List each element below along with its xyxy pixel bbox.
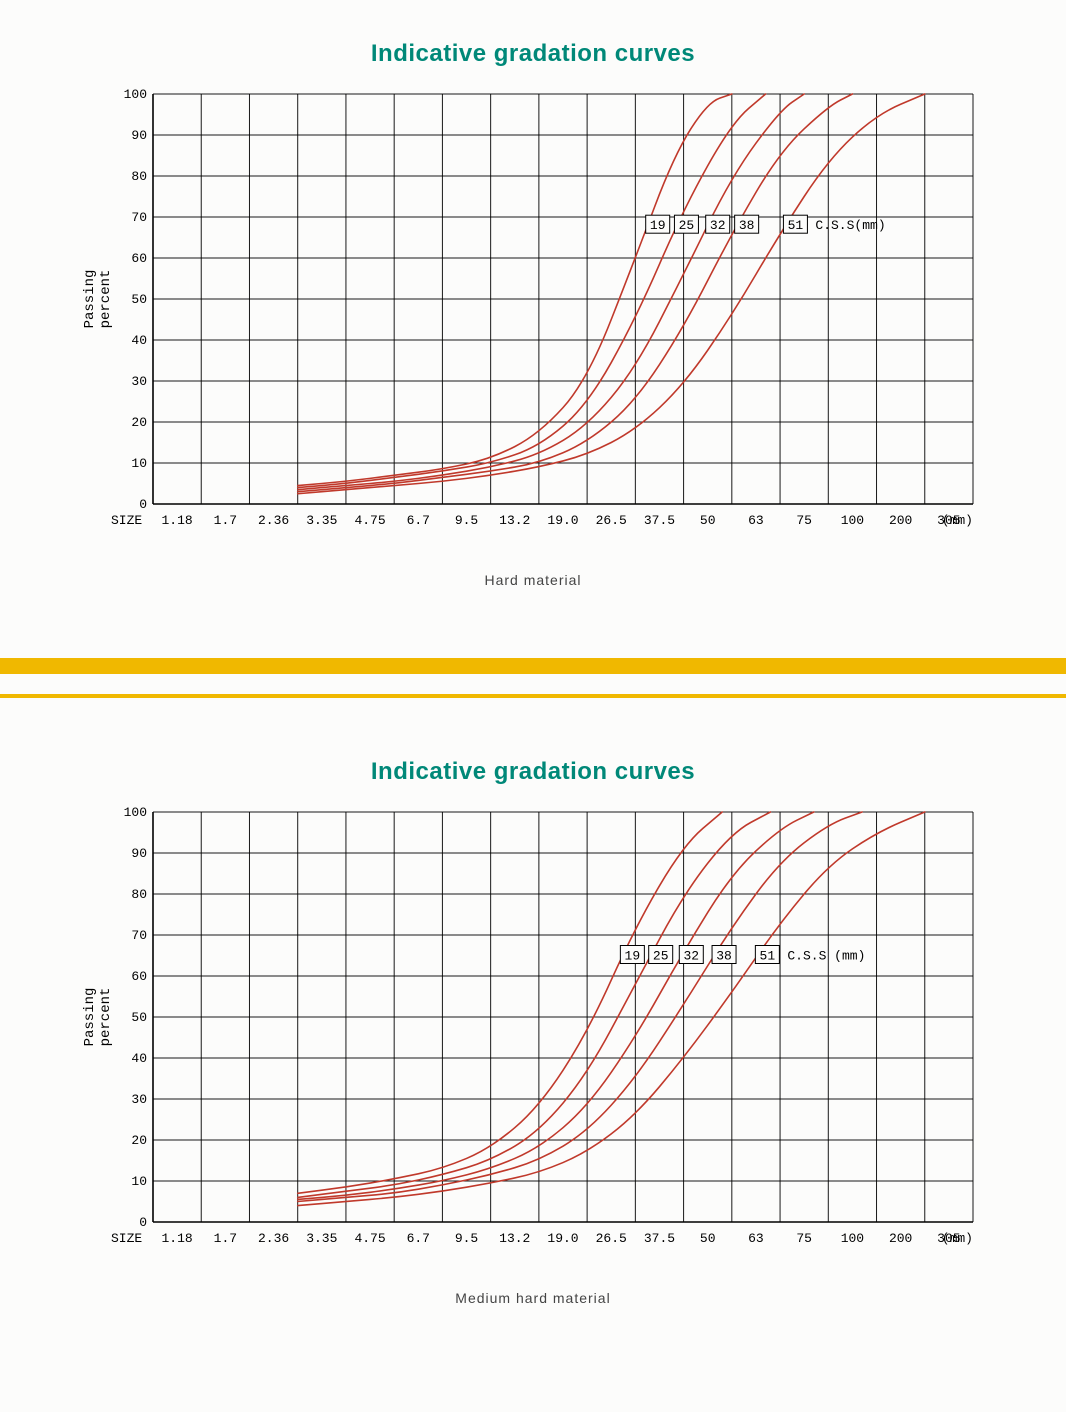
svg-text:3.35: 3.35 — [306, 513, 337, 528]
svg-text:30: 30 — [131, 374, 147, 389]
svg-text:0: 0 — [139, 497, 147, 512]
svg-text:100: 100 — [124, 805, 147, 820]
svg-text:C.S.S(mm): C.S.S(mm) — [815, 218, 885, 233]
svg-text:32: 32 — [710, 218, 726, 233]
svg-text:51: 51 — [760, 949, 776, 964]
svg-text:63: 63 — [748, 513, 764, 528]
svg-text:6.7: 6.7 — [407, 513, 430, 528]
svg-text:100: 100 — [124, 87, 147, 102]
svg-text:26.5: 26.5 — [596, 513, 627, 528]
svg-text:50: 50 — [131, 1010, 147, 1025]
svg-text:SIZE: SIZE — [111, 1231, 142, 1246]
section-divider — [0, 658, 1066, 698]
chart-medium-hard-material: Indicative gradation curves 0 10 20 30 40 50 6… — [0, 738, 1066, 1306]
svg-text:50: 50 — [700, 1231, 716, 1246]
svg-text:40: 40 — [131, 333, 147, 348]
svg-text:38: 38 — [716, 949, 732, 964]
svg-text:percent: percent — [98, 270, 114, 329]
svg-text:Passing: Passing — [82, 270, 98, 329]
svg-text:19.0: 19.0 — [547, 513, 578, 528]
svg-text:9.5: 9.5 — [455, 1231, 478, 1246]
svg-text:60: 60 — [131, 251, 147, 266]
svg-text:19.0: 19.0 — [547, 1231, 578, 1246]
svg-text:200: 200 — [889, 513, 912, 528]
svg-text:Passing: Passing — [82, 988, 98, 1047]
svg-text:C.S.S (mm): C.S.S (mm) — [787, 949, 865, 964]
svg-text:80: 80 — [131, 169, 147, 184]
svg-text:(mm): (mm) — [942, 1231, 973, 1246]
svg-text:1.7: 1.7 — [214, 1231, 237, 1246]
svg-text:50: 50 — [131, 292, 147, 307]
svg-text:70: 70 — [131, 210, 147, 225]
svg-text:26.5: 26.5 — [596, 1231, 627, 1246]
svg-text:2.36: 2.36 — [258, 513, 289, 528]
svg-text:100: 100 — [841, 1231, 864, 1246]
svg-text:38: 38 — [739, 218, 755, 233]
svg-text:9.5: 9.5 — [455, 513, 478, 528]
chart-caption: Hard material — [484, 572, 581, 588]
svg-text:0: 0 — [139, 1215, 147, 1230]
svg-text:10: 10 — [131, 1174, 147, 1189]
svg-text:30: 30 — [131, 1092, 147, 1107]
svg-text:20: 20 — [131, 415, 147, 430]
svg-text:200: 200 — [889, 1231, 912, 1246]
svg-text:2.36: 2.36 — [258, 1231, 289, 1246]
chart-svg: 0 10 20 30 40 50 60 70 80 90 100 SIZE 1.18 1.7 2.36 3.3… — [73, 802, 993, 1272]
chart-caption: Medium hard material — [455, 1290, 610, 1306]
svg-text:25: 25 — [653, 949, 669, 964]
svg-text:20: 20 — [131, 1133, 147, 1148]
svg-text:50: 50 — [700, 513, 716, 528]
svg-text:51: 51 — [788, 218, 804, 233]
svg-text:SIZE: SIZE — [111, 513, 142, 528]
svg-text:6.7: 6.7 — [407, 1231, 430, 1246]
svg-text:3.35: 3.35 — [306, 1231, 337, 1246]
svg-text:75: 75 — [796, 1231, 812, 1246]
svg-text:13.2: 13.2 — [499, 513, 530, 528]
svg-text:90: 90 — [131, 128, 147, 143]
svg-text:40: 40 — [131, 1051, 147, 1066]
svg-text:(mm): (mm) — [942, 513, 973, 528]
chart-title: Indicative gradation curves — [371, 40, 695, 68]
svg-text:1.18: 1.18 — [162, 513, 193, 528]
svg-text:70: 70 — [131, 928, 147, 943]
svg-text:100: 100 — [841, 513, 864, 528]
svg-text:75: 75 — [796, 513, 812, 528]
svg-text:19: 19 — [650, 218, 666, 233]
svg-text:19: 19 — [625, 949, 641, 964]
svg-text:37.5: 37.5 — [644, 513, 675, 528]
svg-text:63: 63 — [748, 1231, 764, 1246]
chart-hard-material: Indicative gradation curves 0 10 20 30 40 50 6… — [0, 20, 1066, 588]
svg-text:32: 32 — [683, 949, 699, 964]
chart-svg: 0 10 20 30 40 50 60 70 80 90 100 SIZE 1.18 1.7 2.36 3.3… — [73, 84, 993, 554]
svg-text:60: 60 — [131, 969, 147, 984]
svg-text:4.75: 4.75 — [354, 1231, 385, 1246]
svg-text:1.18: 1.18 — [162, 1231, 193, 1246]
svg-text:percent: percent — [98, 988, 114, 1047]
svg-text:13.2: 13.2 — [499, 1231, 530, 1246]
svg-text:80: 80 — [131, 887, 147, 902]
svg-text:90: 90 — [131, 846, 147, 861]
svg-text:4.75: 4.75 — [354, 513, 385, 528]
svg-text:25: 25 — [679, 218, 695, 233]
svg-text:37.5: 37.5 — [644, 1231, 675, 1246]
svg-text:1.7: 1.7 — [214, 513, 237, 528]
chart-title: Indicative gradation curves — [371, 758, 695, 786]
svg-text:10: 10 — [131, 456, 147, 471]
